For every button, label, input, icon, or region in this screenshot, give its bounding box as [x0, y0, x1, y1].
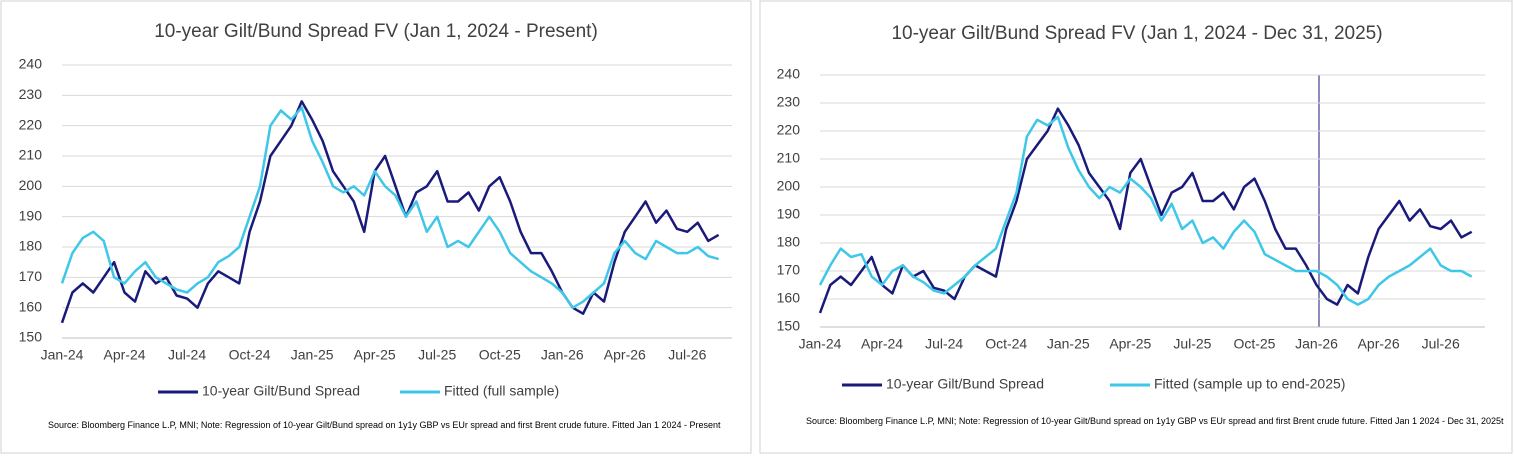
series-line	[818, 115, 1473, 306]
y-tick-label: 220	[777, 122, 801, 138]
x-tick-label: Jul-25	[418, 347, 456, 363]
legend-label: 10-year Gilt/Bund Spread	[202, 383, 360, 399]
y-tick-label: 180	[19, 238, 43, 254]
y-tick-label: 220	[19, 116, 43, 132]
x-tick-label: Jan-26	[541, 347, 584, 363]
y-tick-label: 180	[777, 234, 801, 250]
y-tick-label: 200	[777, 178, 801, 194]
x-tick-label: Jan-24	[41, 347, 84, 363]
y-tick-label: 230	[19, 86, 43, 102]
panel	[0, 0, 752, 454]
x-tick-label: Oct-25	[1233, 336, 1275, 352]
x-tick-label: Apr-24	[861, 336, 903, 352]
y-tick-label: 150	[19, 329, 43, 345]
x-tick-label: Apr-25	[1109, 336, 1151, 352]
x-tick-label: Apr-24	[104, 347, 146, 363]
x-tick-label: Jul-24	[168, 347, 206, 363]
x-tick-label: Oct-24	[985, 336, 1027, 352]
y-tick-label: 200	[19, 177, 43, 193]
x-tick-label: Jan-25	[291, 347, 334, 363]
series-line	[818, 107, 1473, 314]
x-tick-label: Jan-24	[799, 336, 842, 352]
x-tick-label: Jul-25	[1173, 336, 1211, 352]
legend-label: 10-year Gilt/Bund Spread	[886, 376, 1044, 392]
legend-label: Fitted (sample up to end-2025)	[1154, 376, 1345, 392]
y-tick-label: 190	[19, 207, 43, 223]
chart-title: 10-year Gilt/Bund Spread FV (Jan 1, 2024…	[154, 21, 598, 42]
y-tick-label: 240	[777, 66, 801, 82]
panel	[759, 0, 1513, 454]
y-tick-label: 190	[777, 206, 801, 222]
x-tick-label: Jul-26	[668, 347, 706, 363]
y-tick-label: 210	[19, 147, 43, 163]
source-note: Source: Bloomberg Finance L.P, MNI; Note…	[48, 420, 721, 430]
chart-title: 10-year Gilt/Bund Spread FV (Jan 1, 2024…	[891, 23, 1382, 44]
y-tick-label: 240	[19, 56, 43, 72]
x-tick-label: Oct-25	[479, 347, 521, 363]
x-tick-label: Oct-24	[229, 347, 271, 363]
y-tick-label: 150	[777, 318, 801, 334]
y-tick-label: 230	[777, 94, 801, 110]
x-tick-label: Apr-26	[604, 347, 646, 363]
y-tick-label: 170	[19, 268, 43, 284]
source-note: Source: Bloomberg Finance L.P, MNI; Note…	[806, 416, 1504, 426]
x-tick-label: Apr-26	[1358, 336, 1400, 352]
x-tick-label: Jul-26	[1422, 336, 1460, 352]
y-tick-label: 210	[777, 150, 801, 166]
series-line	[60, 106, 719, 309]
x-tick-label: Jan-25	[1047, 336, 1090, 352]
x-tick-label: Apr-25	[354, 347, 396, 363]
y-tick-label: 170	[777, 262, 801, 278]
legend-label: Fitted (full sample)	[444, 383, 559, 399]
y-tick-label: 160	[777, 290, 801, 306]
x-tick-label: Jan-26	[1295, 336, 1338, 352]
x-tick-label: Jul-24	[925, 336, 963, 352]
y-tick-label: 160	[19, 298, 43, 314]
